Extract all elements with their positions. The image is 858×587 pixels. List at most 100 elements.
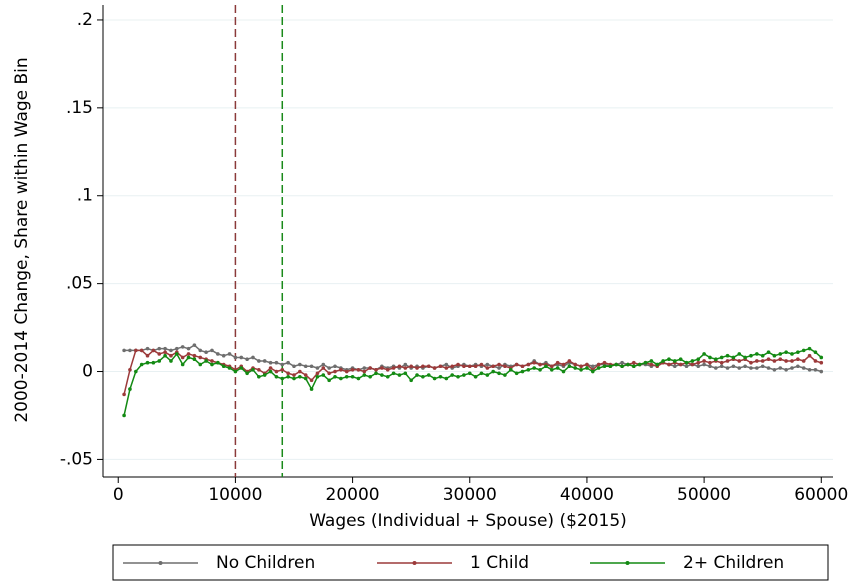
point xyxy=(151,348,156,353)
point xyxy=(192,357,197,362)
point xyxy=(708,360,712,365)
point xyxy=(620,360,624,365)
point xyxy=(268,360,273,365)
point xyxy=(128,348,132,353)
point xyxy=(772,353,777,358)
point xyxy=(473,364,478,369)
point xyxy=(673,364,677,369)
point xyxy=(122,392,126,397)
point xyxy=(362,369,367,374)
point xyxy=(391,371,396,376)
point xyxy=(180,362,185,367)
point xyxy=(303,364,308,369)
point xyxy=(368,374,372,379)
point xyxy=(596,362,601,367)
point xyxy=(796,350,800,354)
point xyxy=(596,366,601,370)
point xyxy=(344,369,349,374)
point xyxy=(632,364,636,369)
legend-label: 1 Child xyxy=(470,553,529,573)
point xyxy=(801,366,806,370)
point xyxy=(696,357,701,362)
x-axis-title: Wages (Individual + Spouse) ($2015) xyxy=(309,511,627,531)
point xyxy=(784,359,788,363)
point xyxy=(145,346,150,351)
point xyxy=(239,366,244,370)
point xyxy=(157,359,162,363)
point xyxy=(210,359,214,363)
point xyxy=(385,374,390,379)
point xyxy=(268,369,273,374)
point xyxy=(169,359,173,363)
point xyxy=(368,366,372,370)
point xyxy=(169,353,173,358)
point xyxy=(755,359,759,363)
y-axis-title: 2000-2014 Change, Share within Wage Bin xyxy=(12,57,32,422)
point xyxy=(327,378,331,383)
point xyxy=(790,366,794,370)
point xyxy=(485,366,490,370)
point xyxy=(309,364,314,369)
point xyxy=(508,367,513,372)
point xyxy=(749,366,753,370)
point xyxy=(544,364,548,369)
y-tick-label: -.05 xyxy=(60,449,93,469)
point xyxy=(186,355,191,360)
point xyxy=(690,362,695,367)
y-tick-label: .15 xyxy=(66,98,93,118)
point xyxy=(743,364,747,369)
point xyxy=(163,353,167,358)
point xyxy=(766,366,771,370)
point xyxy=(380,373,384,377)
point xyxy=(204,350,208,354)
point xyxy=(784,350,788,354)
point xyxy=(678,357,683,362)
point xyxy=(532,366,537,370)
point xyxy=(333,369,337,374)
point xyxy=(462,373,466,377)
point xyxy=(128,367,132,372)
point xyxy=(303,376,308,381)
point xyxy=(280,362,285,367)
point xyxy=(766,357,771,362)
point xyxy=(227,366,232,370)
point xyxy=(561,369,566,374)
x-tick-label: 60000 xyxy=(794,485,848,505)
point xyxy=(157,352,162,356)
point xyxy=(450,373,454,377)
point xyxy=(122,348,126,353)
point xyxy=(145,353,150,358)
point xyxy=(134,348,138,353)
point xyxy=(327,371,331,376)
point xyxy=(737,366,742,370)
point xyxy=(514,371,519,376)
point xyxy=(503,373,507,377)
point xyxy=(731,364,736,369)
point xyxy=(180,345,185,349)
point xyxy=(549,367,554,372)
x-tick-label: 50000 xyxy=(677,485,731,505)
point xyxy=(280,376,285,381)
point xyxy=(122,413,126,418)
point xyxy=(157,346,162,351)
point xyxy=(303,373,308,377)
point xyxy=(778,357,783,362)
point xyxy=(462,364,466,369)
point xyxy=(251,367,255,372)
x-tick-label: 20000 xyxy=(326,485,380,505)
point xyxy=(426,373,431,377)
point xyxy=(385,367,390,372)
x-tick-label: 0 xyxy=(113,485,124,505)
point xyxy=(292,364,296,369)
point xyxy=(403,362,408,367)
point xyxy=(813,367,818,372)
point xyxy=(567,359,572,363)
point xyxy=(221,353,226,358)
point xyxy=(134,369,138,374)
legend-marker xyxy=(412,561,417,565)
point xyxy=(298,374,302,379)
point xyxy=(643,360,648,365)
point xyxy=(567,364,572,369)
point xyxy=(708,355,712,360)
point xyxy=(749,360,753,365)
